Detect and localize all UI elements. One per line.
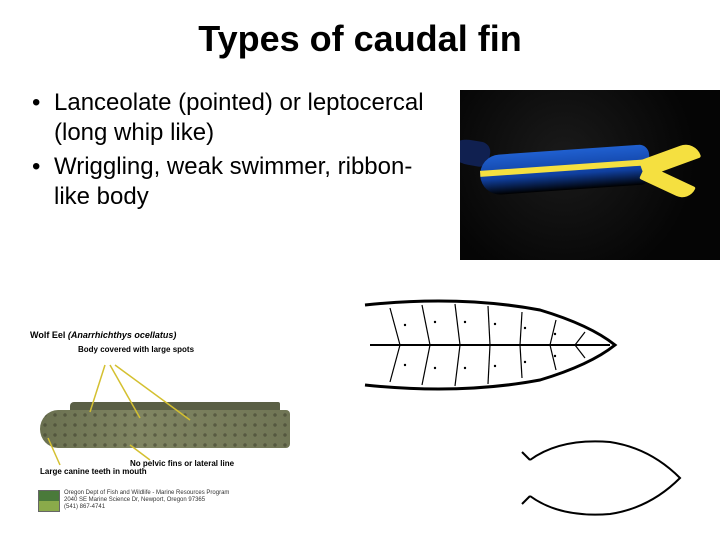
pelvic-label: No pelvic fins or lateral line bbox=[130, 460, 234, 469]
canine-label: Large canine teeth in mouth bbox=[40, 468, 147, 477]
bullet-item: Wriggling, weak swimmer, ribbon-like bod… bbox=[32, 152, 424, 212]
bullet-list: Lanceolate (pointed) or leptocercal (lon… bbox=[24, 88, 424, 216]
credit-text: Oregon Dept of Fish and Wildlife - Marin… bbox=[64, 490, 229, 512]
odfw-logo bbox=[38, 490, 60, 512]
ribbon-eel-photo bbox=[460, 90, 720, 260]
lanceolate-fin-diagram bbox=[360, 290, 620, 400]
bullet-item: Lanceolate (pointed) or leptocercal (lon… bbox=[32, 88, 424, 148]
page-title: Types of caudal fin bbox=[0, 0, 720, 88]
wolf-eel-diagram: Wolf Eel (Anarrhichthys ocellatus) Body … bbox=[30, 330, 310, 530]
pointed-fin-outline bbox=[520, 430, 690, 530]
